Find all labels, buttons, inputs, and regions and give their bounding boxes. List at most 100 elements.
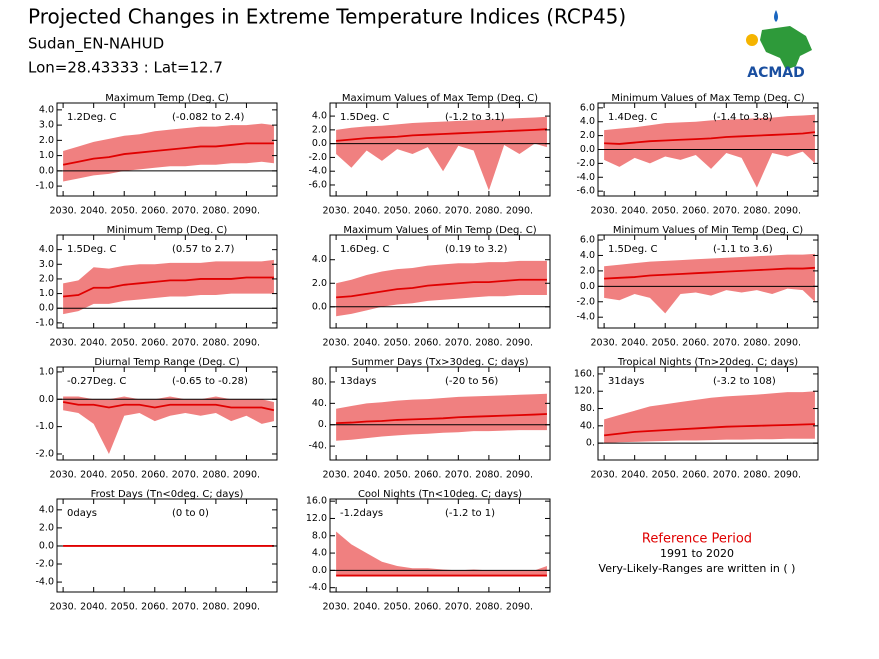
y-tick-label: -6.0: [576, 186, 595, 197]
y-tick-label: 4.0: [312, 254, 327, 265]
y-tick-label: -4.0: [308, 582, 327, 593]
panel-title: Cool Nights (Tn<10deg. C; days): [358, 489, 522, 500]
x-tick-label: 2090.: [233, 338, 260, 349]
range-text: (-0.65 to -0.28): [172, 376, 248, 387]
y-tick-label: -4.0: [35, 577, 54, 588]
x-tick-label: 2030.: [50, 338, 77, 349]
panel-title: Summer Days (Tx>30deg. C; days): [351, 357, 528, 368]
y-tick-label: 0.0: [39, 165, 54, 176]
panel-title: Diurnal Temp Range (Deg. C): [94, 357, 239, 368]
x-tick-label: 2090.: [506, 338, 533, 349]
y-tick-label: -6.0: [308, 179, 327, 190]
x-tick-label: 2080.: [743, 470, 770, 481]
x-tick-label: 2080.: [475, 602, 502, 613]
median-line: [62, 401, 275, 412]
annotation: 1.5Deg. C: [340, 112, 389, 123]
y-tick-label: -1.0: [35, 421, 54, 432]
subtitle: Sudan_EN-NAHUD: [28, 35, 164, 54]
x-tick-label: 2070.: [445, 470, 472, 481]
annotation: 13days: [340, 376, 376, 387]
x-tick-label: 2030.: [50, 470, 77, 481]
frame: [329, 102, 551, 197]
range-band: [63, 396, 274, 454]
annotation: 1.4Deg. C: [608, 112, 657, 123]
logo-text: ACMAD: [747, 65, 805, 81]
x-tick-label: 2060.: [141, 338, 168, 349]
x-tick-label: 2030.: [50, 206, 77, 217]
x-tick-label: 2030.: [591, 470, 618, 481]
x-tick-label: 2040.: [353, 602, 380, 613]
panel-title: Frost Days (Tn<0deg. C; days): [91, 489, 244, 500]
x-tick-label: 2060.: [141, 470, 168, 481]
x-tick-label: 2030.: [591, 206, 618, 217]
y-tick-label: -4.0: [576, 312, 595, 323]
x-tick-label: 2080.: [202, 338, 229, 349]
range-band: [336, 260, 547, 317]
y-tick-label: 1.0: [39, 288, 54, 299]
y-tick-label: -2.0: [308, 152, 327, 163]
range-band: [604, 253, 815, 314]
x-tick-label: 2080.: [202, 470, 229, 481]
main-title: Projected Changes in Extreme Temperature…: [28, 5, 626, 29]
annotation: 1.2Deg. C: [67, 112, 116, 123]
y-tick-label: 0.0: [39, 303, 54, 314]
panel-title: Maximum Values of Min Temp (Deg. C): [343, 225, 536, 236]
x-tick-label: 2070.: [713, 338, 740, 349]
x-tick-label: 2050.: [652, 470, 679, 481]
x-tick-label: 2090.: [233, 602, 260, 613]
frame: [329, 366, 551, 461]
y-tick-label: 2.0: [312, 278, 327, 289]
range-band: [604, 114, 815, 188]
panel-title: Minimum Values of Max Temp (Deg. C): [611, 93, 804, 104]
x-tick-label: 2040.: [80, 470, 107, 481]
median-line: [604, 131, 816, 145]
x-tick-label: 2030.: [323, 470, 350, 481]
y-tick-label: 6.0: [580, 235, 595, 246]
range-text: (0 to 0): [172, 508, 209, 519]
note-title: Reference Period: [642, 532, 752, 547]
panel-title: Tropical Nights (Tn>20deg. C; days): [617, 357, 798, 368]
range-band: [336, 393, 547, 441]
range-text: (0.19 to 3.2): [445, 244, 507, 255]
range-band: [336, 531, 547, 576]
y-tick-label: 4.0: [39, 104, 54, 115]
x-tick-label: 2040.: [80, 206, 107, 217]
frame: [597, 234, 819, 329]
y-tick-label: 12.0: [306, 513, 327, 524]
y-tick-label: -1.0: [35, 181, 54, 192]
x-tick-label: 2050.: [652, 338, 679, 349]
annotation: 1.5Deg. C: [608, 244, 657, 255]
x-tick-label: 2030.: [591, 338, 618, 349]
median-line: [336, 413, 547, 425]
x-tick-label: 2070.: [713, 470, 740, 481]
panel-title: Maximum Values of Max Temp (Deg. C): [342, 93, 538, 104]
median-line: [604, 423, 815, 437]
y-tick-label: 3.0: [39, 259, 54, 270]
y-tick-label: 4.0: [580, 250, 595, 261]
x-tick-label: 2030.: [323, 206, 350, 217]
y-tick-label: 8.0: [312, 530, 327, 541]
x-tick-label: 2040.: [621, 206, 648, 217]
x-tick-label: 2060.: [682, 206, 709, 217]
frame: [329, 234, 551, 329]
x-tick-label: 2090.: [774, 470, 801, 481]
y-tick-label: -2.0: [35, 448, 54, 459]
x-tick-label: 2090.: [774, 206, 801, 217]
y-tick-label: 120.: [574, 386, 595, 397]
range-text: (-0.082 to 2.4): [172, 112, 244, 123]
y-tick-label: 40.: [580, 420, 595, 431]
x-tick-label: 2050.: [111, 206, 138, 217]
y-tick-label: 16.0: [306, 496, 327, 507]
x-tick-label: 2050.: [652, 206, 679, 217]
y-tick-label: 3.0: [39, 120, 54, 131]
y-tick-label: 2.0: [39, 135, 54, 146]
y-tick-label: 2.0: [39, 522, 54, 533]
x-tick-label: 2080.: [202, 206, 229, 217]
median-line: [604, 266, 816, 280]
y-tick-label: -4.0: [576, 172, 595, 183]
x-tick-label: 2070.: [172, 470, 199, 481]
median-line: [63, 276, 274, 298]
range-text: (-3.2 to 108): [713, 376, 776, 387]
annotation: -0.27Deg. C: [67, 376, 126, 387]
panel-title: Minimum Values of Min Temp (Deg. C): [613, 225, 803, 236]
